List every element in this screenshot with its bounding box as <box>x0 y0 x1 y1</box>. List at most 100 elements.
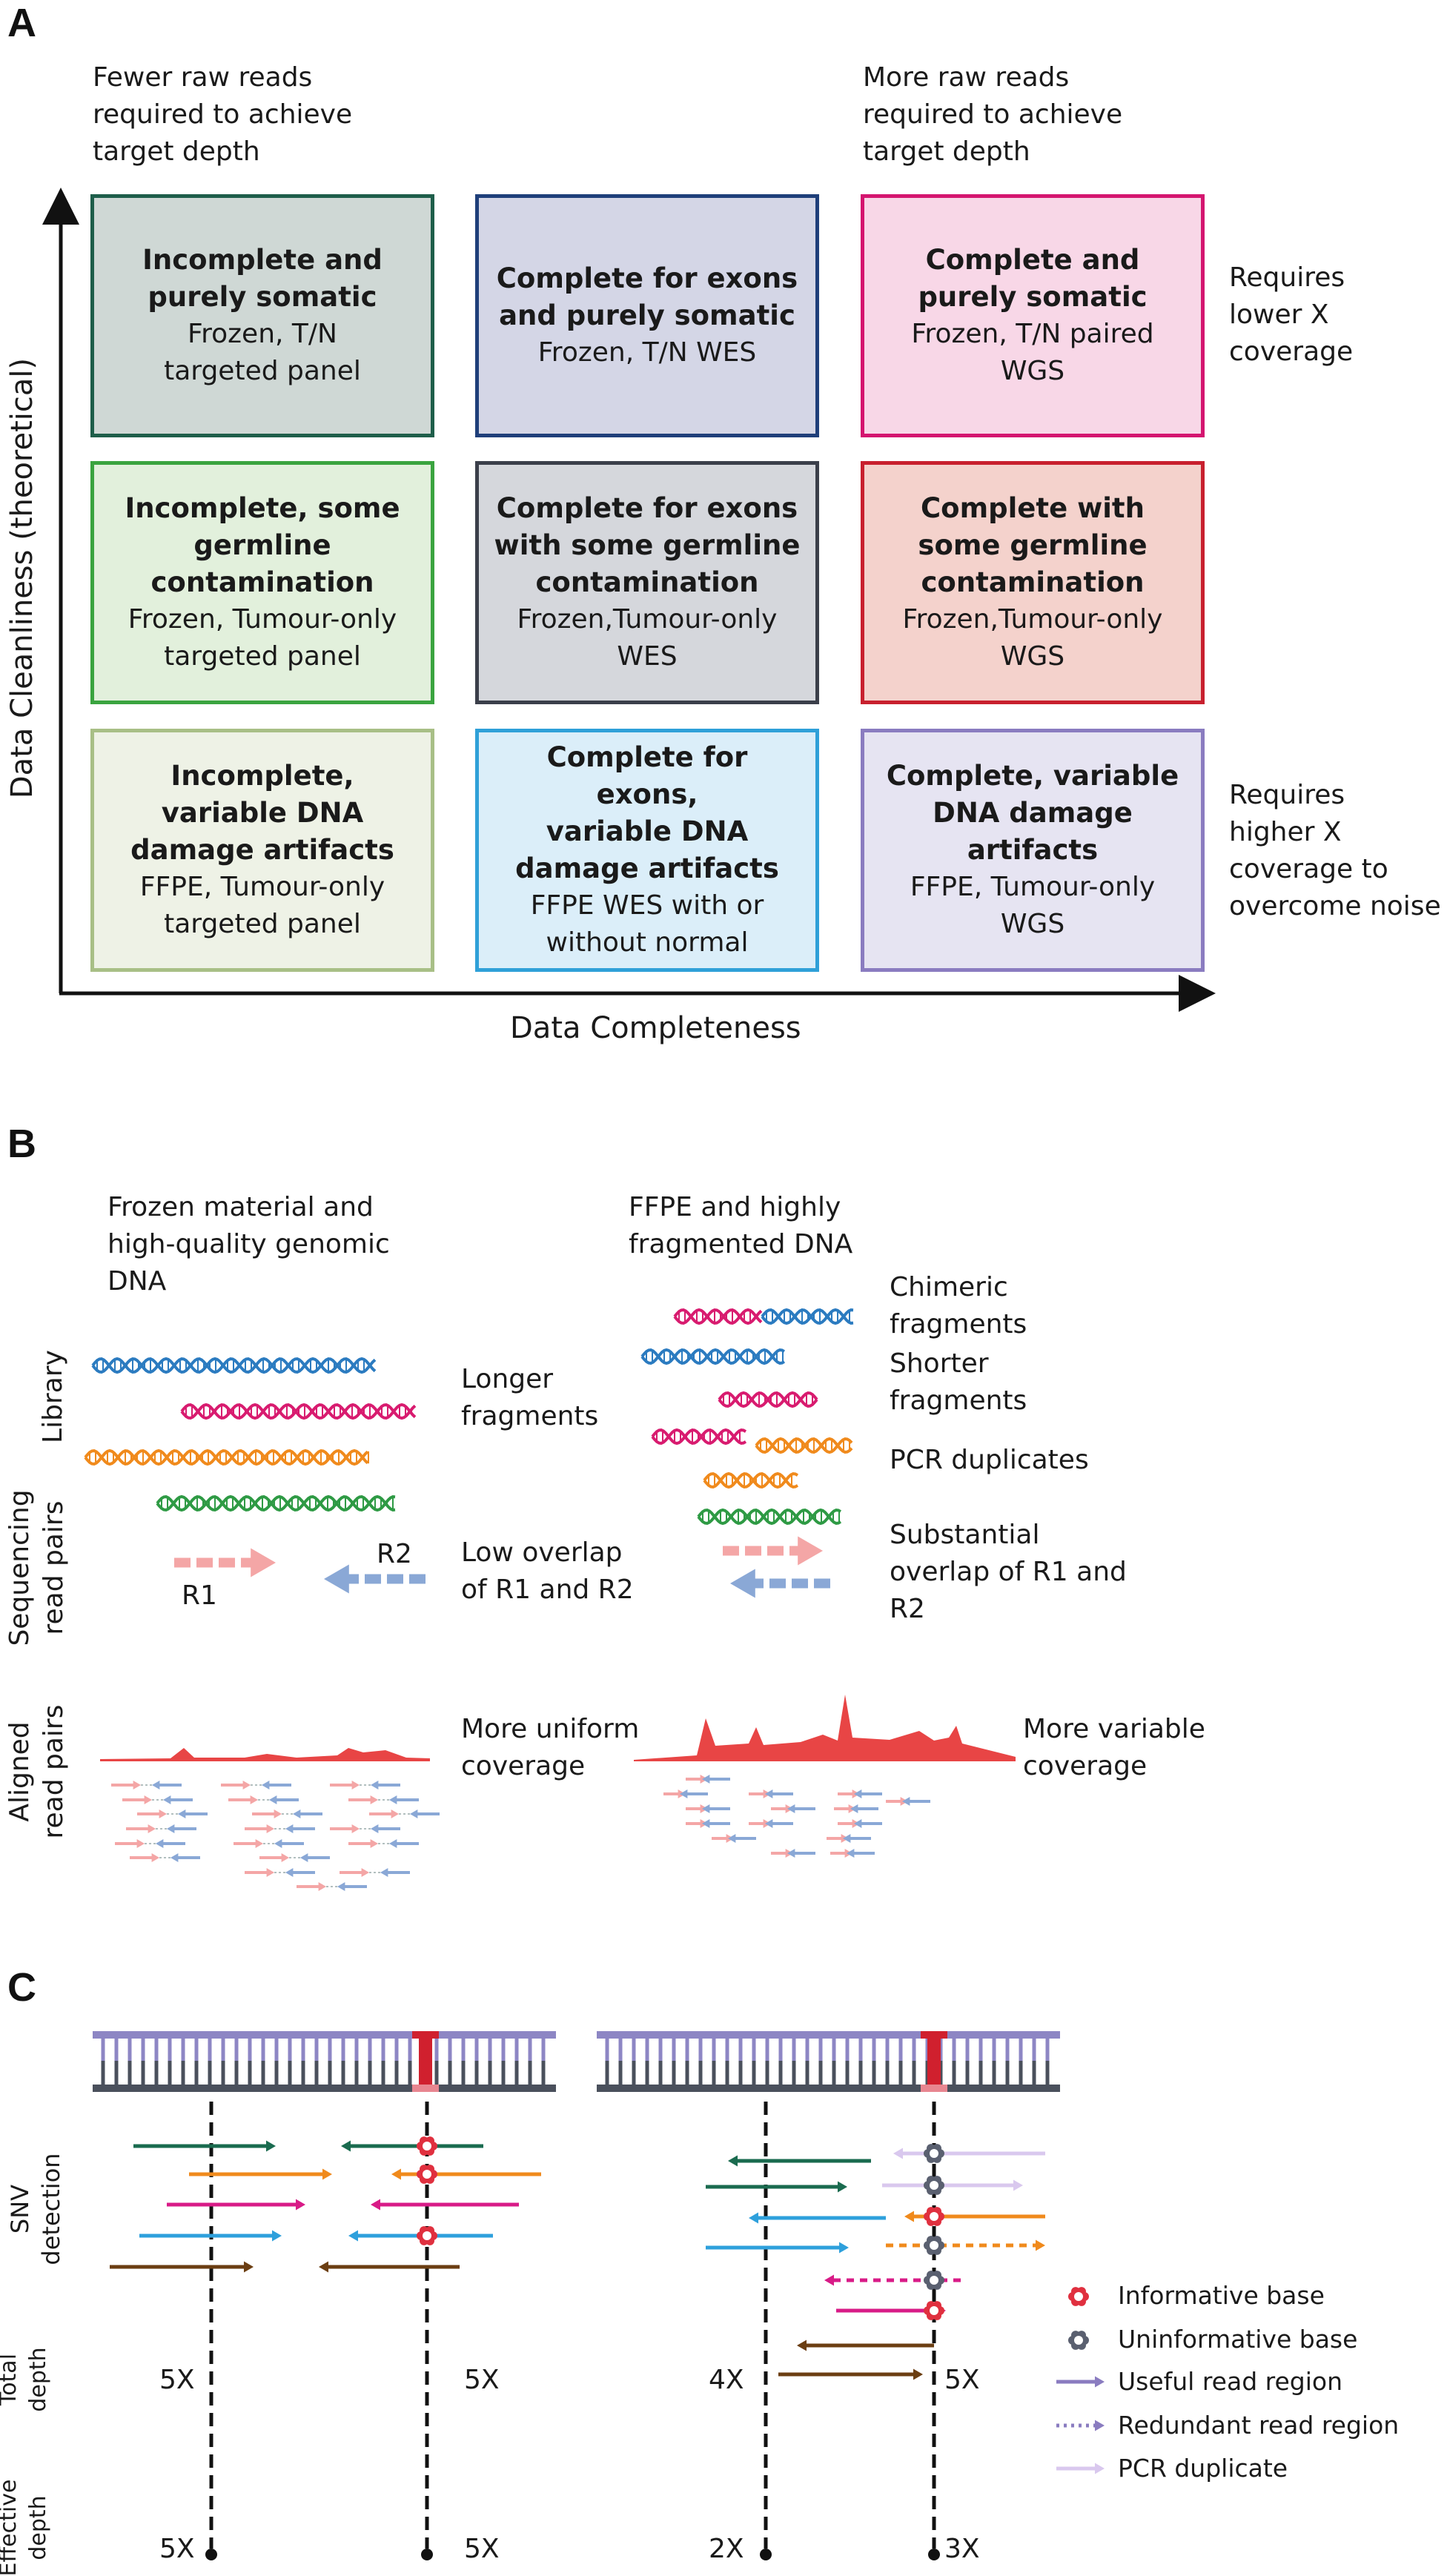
read-pink-2 <box>371 2199 519 2211</box>
aligned-r1 <box>369 1810 399 1818</box>
box-wgs-ffpe: Complete, variable DNA damage artifacts F… <box>861 729 1205 972</box>
legend-label: Informative base <box>1118 2281 1325 2310</box>
aligned-read-pair <box>245 1824 315 1833</box>
read-cyan-right <box>749 2212 886 2224</box>
uninformative-base <box>924 2176 944 2195</box>
aligned-r1 <box>228 1795 258 1804</box>
useful-read-arrow-icon <box>1056 2376 1105 2388</box>
box-targeted-ffpe: Incomplete, variable DNA damage artifact… <box>90 729 434 972</box>
aligned-r1 <box>234 1839 263 1848</box>
read-teal-right-2 <box>706 2181 847 2193</box>
box-targeted-frozen-tn: Incomplete and purely somatic Frozen, T/N… <box>90 194 434 437</box>
substantial-overlap-label: Substantial overlap of R1 and R2 <box>890 1520 1127 1624</box>
read-cyan <box>139 2230 282 2242</box>
aligned-read-pair <box>259 1853 330 1862</box>
aligned-r1 <box>221 1781 251 1789</box>
aligned-r1 <box>245 1824 274 1833</box>
uninformative-base <box>924 2144 944 2163</box>
aligned-r2 <box>728 1834 756 1843</box>
aligned-read-pair <box>749 1789 793 1798</box>
aligned-r2 <box>274 1839 304 1848</box>
box-title: Complete for exons with some germline co… <box>494 492 801 598</box>
aligned-r2 <box>702 1819 730 1828</box>
aligned-read-pair <box>886 1797 930 1806</box>
box-title: Incomplete, variable DNA damage artifact… <box>130 760 394 866</box>
aligned-r2 <box>847 1849 875 1858</box>
aligned-read-pair <box>712 1834 756 1843</box>
pcr-duplicate-read <box>893 2148 1045 2159</box>
aligned-read-pair <box>115 1839 185 1848</box>
box-title: Complete for exons and purely somatic <box>496 262 798 331</box>
aligned-r1 <box>348 1795 378 1804</box>
frozen-heading: Frozen material and high-quality genomic… <box>107 1192 390 1297</box>
aligned-read-pair <box>340 1868 410 1877</box>
aligned-r2 <box>765 1819 793 1828</box>
panel-b-letter: B <box>7 1122 36 1166</box>
right-dna-ladder <box>597 2031 1060 2092</box>
aligned-read-pair <box>245 1868 315 1877</box>
short-fragment-green <box>697 1508 842 1526</box>
aligned-read-pair <box>838 1789 882 1798</box>
aligned-read-pair <box>749 1819 793 1828</box>
aligned-r2 <box>389 1795 419 1804</box>
box-title: Complete and purely somatic <box>918 244 1148 313</box>
box-title: Complete, variable DNA damage artifacts <box>886 760 1179 866</box>
aligned-read-pair <box>686 1775 730 1784</box>
left-dna-ladder <box>93 2031 556 2092</box>
informative-base <box>417 2136 437 2156</box>
right-effective-depth-b: 3X <box>944 2534 980 2564</box>
aligned-read-pair <box>297 1882 367 1891</box>
left-site-b-line-end <box>421 2549 433 2560</box>
read-teal-2 <box>341 2140 483 2152</box>
aligned-r1 <box>259 1853 289 1862</box>
more-uniform-label: More uniform coverage <box>461 1714 640 1781</box>
aligned-r2 <box>765 1789 793 1798</box>
aligned-read-pair <box>771 1849 815 1858</box>
aligned-r2 <box>787 1804 815 1813</box>
box-title: Complete for exons, variable DNA damage … <box>515 741 779 884</box>
aligned-read-pair <box>126 1824 196 1833</box>
chimeric-fragments-label: Chimeric fragments <box>890 1272 1027 1340</box>
read-orange-2 <box>391 2168 541 2180</box>
read-brown-right-2 <box>778 2368 923 2380</box>
aligned-r2 <box>152 1781 182 1789</box>
left-effective-depth-b: 5X <box>464 2534 500 2564</box>
legend-label: Redundant read region <box>1118 2411 1400 2440</box>
aligned-read-pair <box>369 1810 440 1818</box>
aligned-r2 <box>854 1789 882 1798</box>
right-effective-depth-a: 2X <box>709 2534 744 2564</box>
aligned-r2 <box>787 1849 815 1858</box>
aligned-r2 <box>163 1795 193 1804</box>
panel-a-letter: A <box>7 1 36 45</box>
aligned-read-pair <box>827 1834 871 1843</box>
pcr-duplicate-arrow-icon <box>1056 2463 1105 2474</box>
aligned-r2 <box>337 1882 367 1891</box>
aligned-r1 <box>126 1824 156 1833</box>
aligned-r1 <box>122 1795 152 1804</box>
redundant-orange-read <box>886 2239 1045 2251</box>
aligned-r2 <box>156 1839 185 1848</box>
read-cyan-right-2 <box>706 2242 849 2254</box>
short-fragment-blue <box>640 1348 786 1365</box>
read-brown-right <box>797 2340 934 2351</box>
r2-read-arrow-left <box>324 1564 426 1594</box>
aligned-read-pair <box>111 1781 182 1789</box>
aligned-read-pair <box>330 1824 400 1833</box>
box-subtitle: Frozen, T/N paired WGS <box>911 319 1154 386</box>
left-effective-depth-a: 5X <box>159 2534 195 2564</box>
right-site-a-line-end <box>760 2549 772 2560</box>
aligned-read-pair <box>834 1804 878 1813</box>
aligned-read-pair <box>830 1849 875 1858</box>
informative-base <box>924 2301 944 2320</box>
r2-label: R2 <box>377 1539 412 1569</box>
aligned-r1 <box>115 1839 145 1848</box>
aligned-r2 <box>843 1834 871 1843</box>
box-wes-frozen-tumour: Complete for exons with some germline co… <box>475 461 819 704</box>
redundant-pink-read <box>824 2274 961 2286</box>
redundant-read-arrow-icon <box>1056 2420 1105 2431</box>
box-wgs-frozen-tumour: Complete with some germline contaminatio… <box>861 461 1205 704</box>
higher-coverage-note: Requires higher X coverage to overcome n… <box>1229 780 1441 921</box>
